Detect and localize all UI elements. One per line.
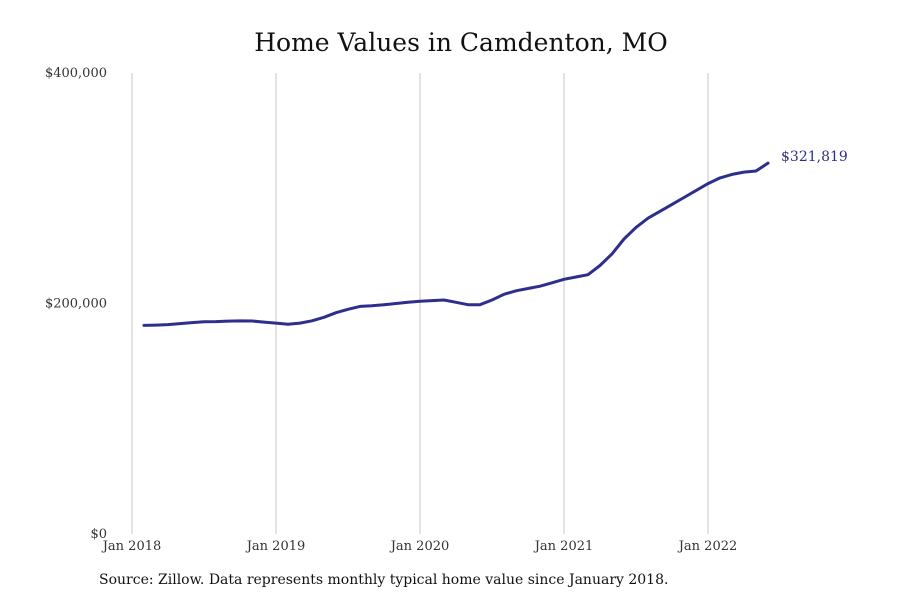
- x-tick-label-1: Jan 2019: [245, 539, 306, 554]
- source-note: Source: Zillow. Data represents monthly …: [99, 572, 669, 588]
- y-axis-ticks: $0 $200,000 $400,000: [45, 66, 107, 542]
- y-tick-label-1: $200,000: [45, 297, 107, 312]
- x-tick-label-3: Jan 2021: [533, 539, 594, 554]
- x-axis-ticks: Jan 2018 Jan 2019 Jan 2020 Jan 2021 Jan 2022: [101, 539, 738, 554]
- x-tick-label-2: Jan 2020: [389, 539, 450, 554]
- series-layer: $321,819: [142, 149, 848, 327]
- series-end-label-0: $321,819: [781, 149, 848, 165]
- chart-title: Home Values in Camdenton, MO: [254, 28, 668, 57]
- x-tick-label-4: Jan 2022: [677, 539, 738, 554]
- gridlines: [131, 73, 709, 534]
- x-tick-label-0: Jan 2018: [101, 539, 162, 554]
- line-chart: Home Values in Camdenton, MO $0$200,000$…: [45, 28, 848, 554]
- y-tick-label-0: $0: [90, 527, 107, 542]
- y-tick-label-2: $400,000: [45, 66, 107, 81]
- series-line-0: [142, 161, 770, 327]
